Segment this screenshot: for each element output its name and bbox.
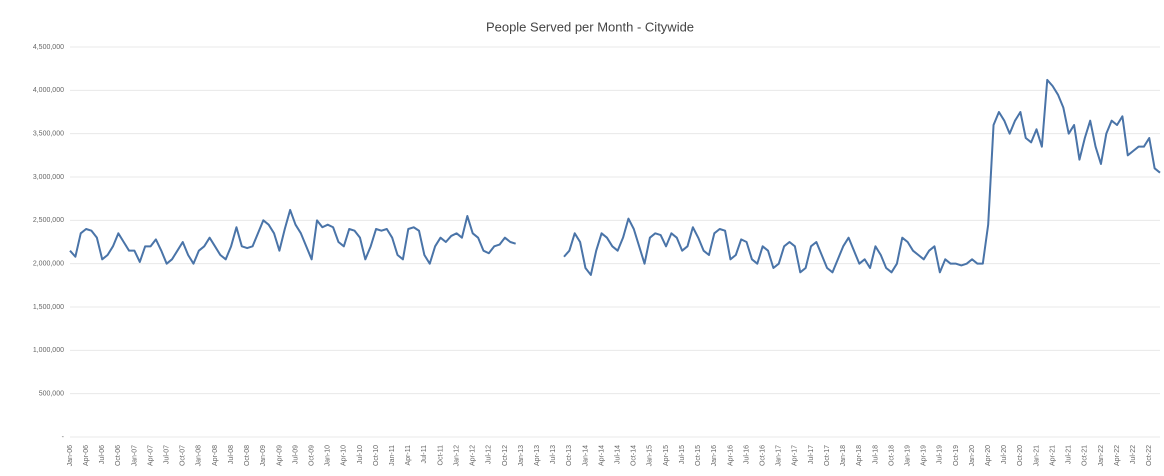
- x-tick-label: Oct-13: [566, 445, 573, 466]
- x-tick-label: Jan-16: [711, 445, 718, 467]
- x-tick-label: Apr-18: [856, 445, 863, 466]
- x-tick-label: Jul-11: [421, 445, 428, 464]
- x-tick-label: Apr-12: [470, 445, 477, 466]
- x-tick-label: Jan-06: [67, 445, 74, 467]
- y-tick-label: 500,000: [39, 391, 64, 398]
- x-tick-label: Oct-18: [888, 445, 895, 466]
- x-tick-label: Apr-20: [985, 445, 992, 466]
- x-tick-label: Jul-20: [1001, 445, 1008, 464]
- x-tick-label: Jul-14: [615, 445, 622, 464]
- x-tick-label: Oct-11: [437, 445, 444, 466]
- x-tick-label: Jan-14: [582, 445, 589, 467]
- x-tick-label: Jul-18: [872, 445, 879, 464]
- x-tick-label: Apr-19: [921, 445, 928, 466]
- x-tick-label: Jan-19: [904, 445, 911, 467]
- x-tick-label: Jan-07: [131, 445, 138, 467]
- x-tick-label: Jan-09: [260, 445, 267, 467]
- x-tick-label: Apr-09: [276, 445, 283, 466]
- y-tick-label: 1,000,000: [33, 347, 64, 354]
- x-tick-label: Jan-12: [453, 445, 460, 467]
- x-tick-label: Oct-19: [953, 445, 960, 466]
- x-tick-label: Oct-14: [631, 445, 638, 466]
- x-tick-label: Oct-09: [308, 445, 315, 466]
- x-tick-label: Oct-21: [1082, 445, 1089, 466]
- x-tick-label: Apr-07: [147, 445, 154, 466]
- x-tick-label: Oct-15: [695, 445, 702, 466]
- x-tick-label: Apr-06: [83, 445, 90, 466]
- x-tick-label: Jan-22: [1098, 445, 1105, 467]
- x-tick-label: Jul-13: [550, 445, 557, 464]
- x-tick-label: Jan-15: [647, 445, 654, 467]
- x-tick-label: Jul-09: [292, 445, 299, 464]
- x-tick-label: Jul-08: [228, 445, 235, 464]
- y-tick-label: 4,000,000: [33, 87, 64, 94]
- x-tick-label: Jan-08: [196, 445, 203, 467]
- x-tick-label: Apr-08: [212, 445, 219, 466]
- x-tick-label: Oct-17: [824, 445, 831, 466]
- x-tick-label: Jul-21: [1066, 445, 1073, 464]
- x-tick-label: Oct-10: [373, 445, 380, 466]
- x-tick-label: Jul-06: [99, 445, 106, 464]
- x-tick-label: Oct-20: [1017, 445, 1024, 466]
- x-tick-label: Jul-19: [937, 445, 944, 464]
- x-tick-label: Apr-22: [1114, 445, 1121, 466]
- x-tick-label: Apr-16: [727, 445, 734, 466]
- y-tick-label: 2,500,000: [33, 217, 64, 224]
- x-tick-label: Jan-17: [776, 445, 783, 467]
- chart-title: People Served per Month - Citywide: [486, 19, 694, 34]
- x-tick-label: Jan-20: [969, 445, 976, 467]
- x-tick-label: Apr-11: [405, 445, 412, 466]
- x-tick-label: Jul-12: [486, 445, 493, 464]
- x-tick-label: Apr-15: [663, 445, 670, 466]
- x-tick-label: Oct-06: [115, 445, 122, 466]
- x-tick-label: Jan-11: [389, 445, 396, 466]
- x-tick-label: Oct-07: [180, 445, 187, 466]
- y-tick-label: -: [62, 434, 65, 441]
- x-tick-label: Jul-22: [1130, 445, 1137, 464]
- x-tick-label: Jan-10: [325, 445, 332, 467]
- y-tick-label: 4,500,000: [33, 44, 64, 51]
- y-tick-label: 3,500,000: [33, 131, 64, 138]
- x-tick-label: Oct-16: [760, 445, 767, 466]
- x-tick-label: Apr-13: [534, 445, 541, 466]
- x-tick-label: Apr-21: [1049, 445, 1056, 466]
- x-tick-label: Jul-07: [163, 445, 170, 464]
- x-tick-label: Jul-10: [357, 445, 364, 464]
- x-tick-label: Oct-08: [244, 445, 251, 466]
- x-tick-label: Apr-17: [792, 445, 799, 466]
- y-tick-label: 2,000,000: [33, 261, 64, 268]
- x-tick-label: Jan-18: [840, 445, 847, 467]
- x-tick-label: Jul-16: [743, 445, 750, 464]
- x-tick-label: Apr-14: [598, 445, 605, 466]
- x-tick-label: Jan-21: [1033, 445, 1040, 467]
- x-tick-label: Oct-22: [1146, 445, 1153, 466]
- x-tick-label: Oct-12: [502, 445, 509, 466]
- y-tick-label: 1,500,000: [33, 304, 64, 311]
- x-tick-label: Jul-15: [679, 445, 686, 464]
- y-tick-label: 3,000,000: [33, 174, 64, 181]
- x-tick-label: Jan-13: [518, 445, 525, 467]
- x-tick-label: Apr-10: [341, 445, 348, 466]
- x-tick-label: Jul-17: [808, 445, 815, 464]
- data-line: [69, 78, 1161, 276]
